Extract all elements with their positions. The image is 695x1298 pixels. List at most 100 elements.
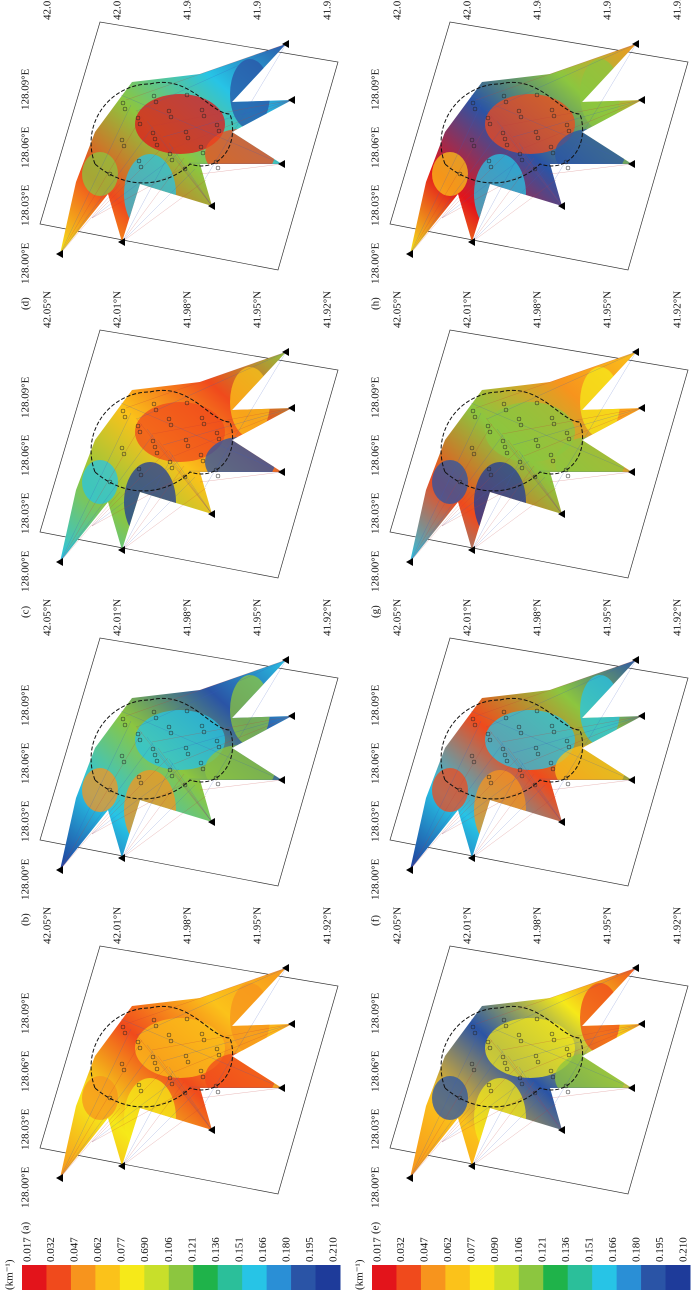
anomaly: [135, 1018, 225, 1078]
colorbar-unit: (km⁻¹): [354, 1259, 366, 1290]
lat-tick-label: 42.05°N: [392, 291, 404, 328]
ray-path: [146, 736, 213, 823]
lat-tick-label: 41.92°N: [322, 907, 334, 944]
event: [198, 760, 204, 766]
colorbar-swatch: [22, 1265, 47, 1290]
lat-tick-label: 42.05°N: [392, 599, 404, 636]
event: [519, 465, 525, 471]
event: [534, 400, 540, 406]
ray-path: [151, 407, 293, 435]
event: [517, 151, 523, 157]
anomaly: [580, 675, 620, 745]
event: [485, 423, 491, 429]
ray-path: [59, 183, 121, 255]
lat-tick-label: 41.92°N: [322, 599, 334, 636]
event: [470, 716, 476, 722]
colorbar-tick-label: 0.210: [328, 1237, 340, 1262]
ray-path: [91, 471, 191, 527]
event: [532, 1090, 538, 1096]
lon-tick-label: 128.09°E: [370, 376, 382, 418]
event: [168, 114, 174, 120]
anomaly: [205, 129, 275, 179]
boundary: [90, 697, 234, 800]
ray-path: [59, 126, 154, 255]
ray-path: [59, 742, 154, 871]
event: [154, 450, 160, 456]
event: [487, 429, 493, 435]
event: [182, 166, 188, 172]
ray-path: [59, 1050, 154, 1179]
colorbar-tick-label: 0.151: [583, 1237, 595, 1262]
lat-tick-label: 41.95°N: [252, 907, 264, 944]
boundary: [440, 1005, 584, 1108]
event: [167, 1075, 173, 1081]
event: [151, 401, 157, 407]
event: [200, 1074, 206, 1080]
event: [150, 130, 156, 136]
event: [565, 1089, 571, 1095]
event: [168, 422, 174, 428]
event: [469, 1061, 475, 1067]
event: [168, 1038, 174, 1044]
station: [278, 468, 285, 476]
boundary: [90, 389, 234, 492]
map-frame: [39, 329, 339, 579]
event: [487, 1045, 493, 1051]
colorbar-swatch: [420, 1265, 446, 1290]
event: [214, 122, 220, 128]
anomaly: [230, 59, 270, 129]
event: [200, 150, 206, 156]
colorbar-swatch: [119, 1265, 145, 1290]
event: [472, 106, 478, 112]
lat-tick-label: 42.01°N: [462, 0, 474, 20]
ray-path: [168, 758, 213, 823]
event: [154, 758, 160, 764]
ray-path: [538, 1086, 633, 1089]
lat-tick-label: 42.05°N: [42, 291, 54, 328]
ray-path: [441, 460, 530, 527]
colorbar-swatch: [70, 1265, 96, 1290]
rotated-figure: (km⁻¹) 0.017 0.032 0.047 0.062 0.077 0.690 0.10…: [4, 0, 691, 1290]
event: [201, 113, 207, 119]
ray-path: [409, 742, 504, 871]
station: [56, 250, 63, 258]
ray-path: [173, 715, 293, 765]
ray-path: [471, 1070, 524, 1167]
ray-path: [136, 967, 287, 1036]
event: [471, 759, 477, 765]
colorbar-swatch: [372, 1265, 397, 1290]
colorbar-tick-label: 0.062: [442, 1237, 454, 1262]
event: [136, 466, 142, 472]
event: [185, 443, 191, 449]
lat-tick-label: 42.05°N: [42, 0, 54, 20]
event: [502, 136, 508, 142]
station: [282, 656, 289, 664]
ray-path: [151, 715, 293, 743]
anomaly: [205, 745, 275, 795]
anomaly: [555, 745, 625, 795]
anomaly: [135, 94, 225, 154]
event: [200, 458, 206, 464]
ray-path: [188, 778, 283, 781]
station: [468, 546, 475, 554]
event: [214, 1046, 220, 1052]
ray-path: [59, 104, 132, 255]
event: [119, 753, 125, 759]
map-panel: (b) 128.00°E 128.03°E 128.06°E 128.09°E 42.05…: [20, 599, 339, 926]
ray-path: [125, 659, 287, 717]
event: [504, 758, 510, 764]
event: [215, 1089, 221, 1095]
event: [488, 1088, 494, 1094]
event: [120, 100, 126, 106]
event: [469, 445, 475, 451]
event: [533, 745, 539, 751]
ray-path: [91, 141, 169, 219]
ray-path: [125, 967, 287, 1025]
station: [208, 202, 215, 210]
colorbar-swatch: [543, 1265, 569, 1290]
station: [628, 160, 635, 168]
ray-path: [554, 43, 637, 180]
anomaly: [205, 437, 275, 487]
ray-path: [199, 779, 283, 791]
event: [504, 142, 510, 148]
